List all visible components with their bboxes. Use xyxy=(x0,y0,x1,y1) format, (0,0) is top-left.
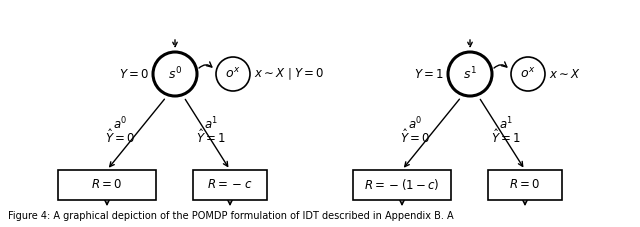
Text: $s^0$: $s^0$ xyxy=(168,66,182,82)
Text: $a^0$: $a^0$ xyxy=(408,115,423,132)
Text: $o^x$: $o^x$ xyxy=(520,67,536,81)
Text: $x \sim X \mid Y = 0$: $x \sim X \mid Y = 0$ xyxy=(254,66,324,82)
FancyBboxPatch shape xyxy=(488,170,562,200)
Text: Figure 4: A graphical depiction of the POMDP formulation of IDT described in App: Figure 4: A graphical depiction of the P… xyxy=(8,211,454,221)
Text: $Y = 1$: $Y = 1$ xyxy=(414,67,444,81)
Text: $Y = 0$: $Y = 0$ xyxy=(119,67,149,81)
Text: $a^1$: $a^1$ xyxy=(204,115,218,132)
Text: $R = 0$: $R = 0$ xyxy=(509,178,541,192)
Text: $\hat{Y} = 1$: $\hat{Y} = 1$ xyxy=(491,128,521,146)
Text: $a^1$: $a^1$ xyxy=(499,115,513,132)
FancyBboxPatch shape xyxy=(353,170,451,200)
Text: $\hat{Y} = 1$: $\hat{Y} = 1$ xyxy=(196,128,226,146)
FancyArrowPatch shape xyxy=(199,62,212,68)
FancyBboxPatch shape xyxy=(58,170,156,200)
Text: $\hat{Y} = 0$: $\hat{Y} = 0$ xyxy=(401,128,431,146)
Text: $a^0$: $a^0$ xyxy=(113,115,128,132)
Text: $o^x$: $o^x$ xyxy=(225,67,241,81)
Text: $R = -(1-c)$: $R = -(1-c)$ xyxy=(364,178,440,192)
Text: $x \sim X$: $x \sim X$ xyxy=(549,67,581,81)
FancyBboxPatch shape xyxy=(193,170,267,200)
Text: $R = 0$: $R = 0$ xyxy=(92,178,123,192)
Text: $s^1$: $s^1$ xyxy=(463,66,477,82)
Text: $\hat{Y} = 0$: $\hat{Y} = 0$ xyxy=(106,128,136,146)
FancyArrowPatch shape xyxy=(494,62,507,68)
Text: $R = -c$: $R = -c$ xyxy=(207,178,253,192)
